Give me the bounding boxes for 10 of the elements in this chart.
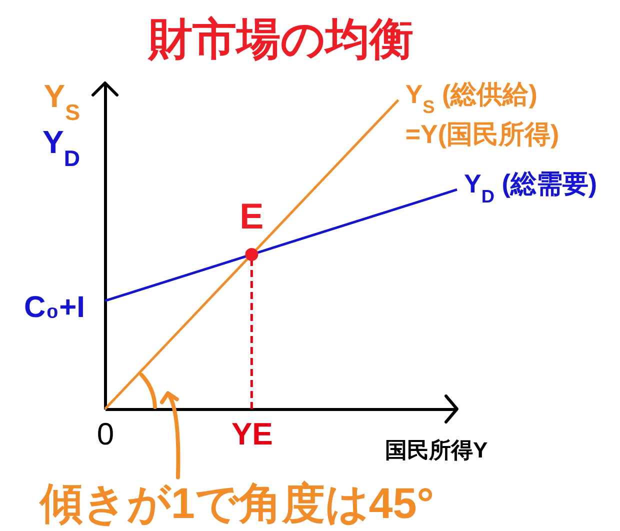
y-axis-title: Y$_{S}$ Y$_{D}$ [42, 78, 80, 170]
text: 傾きが1で角度は45° [38, 480, 434, 528]
chart-title: 財市場の均衡 [148, 15, 414, 64]
annotation: C₀+I [24, 290, 85, 324]
annotation: E [240, 196, 264, 236]
x-tick-label: YE [231, 416, 273, 452]
series-label: Y$_{S}$ (総供給) =Y(国民所得) [405, 79, 560, 149]
x-tick-label: 0 [96, 416, 114, 452]
series-label: Y$_{D}$ (総需要) [464, 168, 598, 207]
x-axis-title: 国民所得Y [385, 438, 488, 462]
